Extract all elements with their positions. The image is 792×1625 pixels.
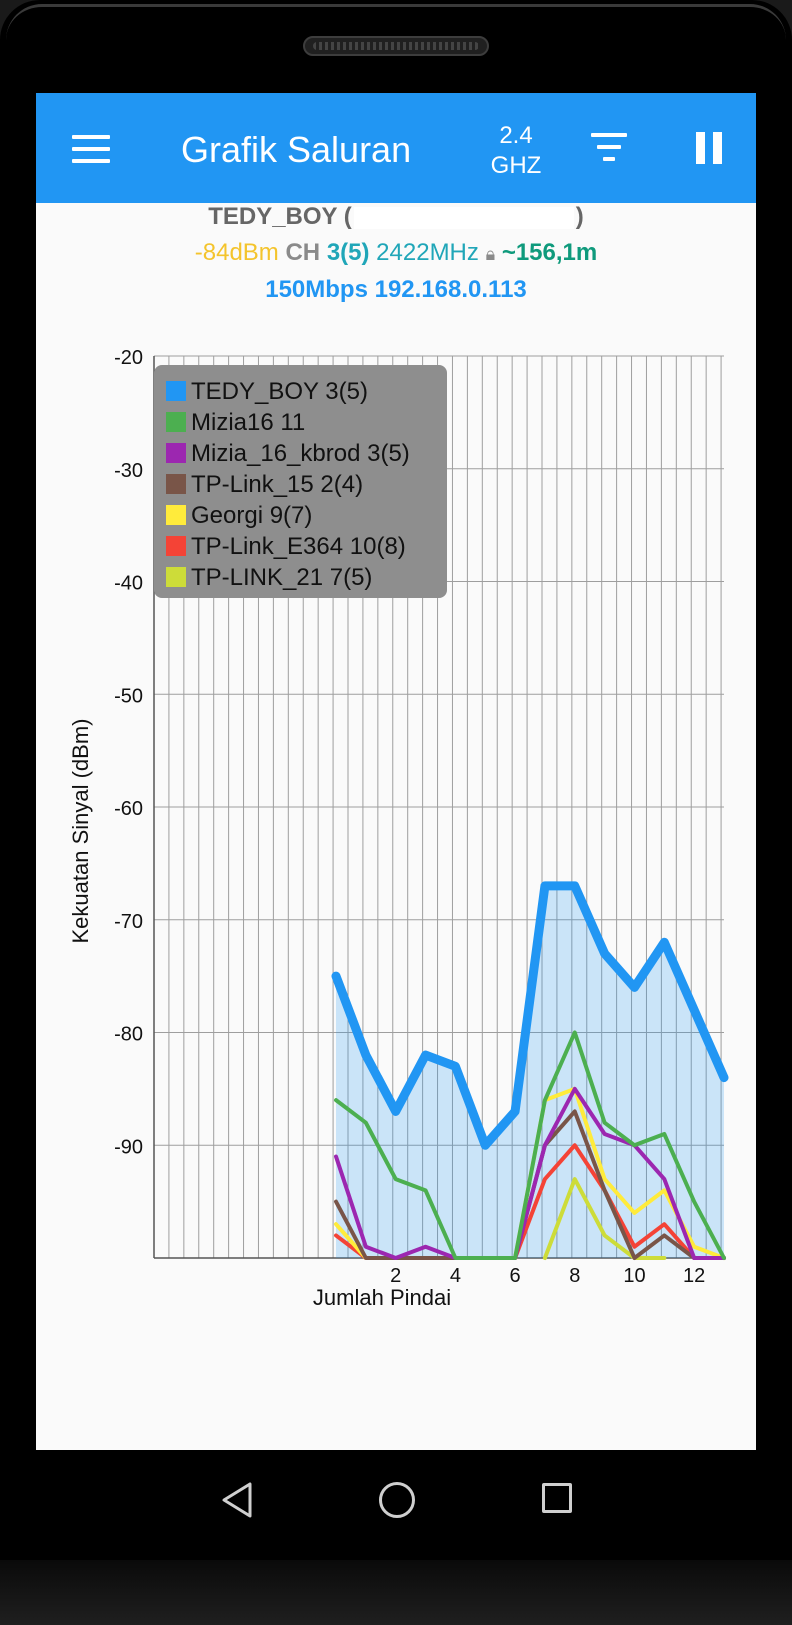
distance-value: ~156,1m bbox=[501, 239, 598, 266]
legend-label: TEDY_BOY 3(5) bbox=[191, 378, 368, 405]
pause-icon[interactable] bbox=[696, 132, 726, 164]
speed-line: 150Mbps 192.168.0.113 bbox=[36, 276, 756, 304]
channel-label: CH bbox=[285, 239, 321, 266]
x-tick-label: 6 bbox=[510, 1265, 521, 1287]
y-tick-label: -90 bbox=[114, 1136, 143, 1158]
bottom-bezel bbox=[0, 1560, 792, 1625]
x-tick-label: 2 bbox=[390, 1265, 401, 1287]
back-triangle-icon[interactable] bbox=[218, 1480, 258, 1520]
earpiece-speaker bbox=[303, 36, 489, 56]
legend-label: TP-Link_E364 10(8) bbox=[191, 533, 406, 560]
legend-swatch bbox=[166, 412, 186, 432]
legend-swatch bbox=[166, 567, 186, 587]
home-circle-icon[interactable] bbox=[379, 1482, 415, 1518]
y-tick-label: -40 bbox=[114, 573, 143, 595]
ssid-paren-open: ( bbox=[343, 203, 352, 230]
link-speed: 150Mbps bbox=[265, 276, 368, 303]
legend-label: Georgi 9(7) bbox=[191, 502, 313, 529]
redacted-bssid bbox=[353, 206, 574, 229]
system-nav-bar bbox=[0, 1450, 792, 1560]
x-axis-title: Jumlah Pindai bbox=[313, 1285, 451, 1310]
signal-strength: -84dBm bbox=[194, 239, 279, 266]
channel-value: 3(5) bbox=[326, 239, 370, 266]
legend-swatch bbox=[166, 536, 186, 556]
signal-line: -84dBm CH 3(5) 2422MHz 🔒︎ ~156,1m bbox=[36, 239, 756, 267]
y-tick-label: -70 bbox=[114, 911, 143, 933]
x-tick-label: 10 bbox=[623, 1265, 645, 1287]
legend-label: Mizia_16_kbrod 3(5) bbox=[191, 440, 410, 467]
series-line-6 bbox=[542, 1177, 667, 1260]
top-bezel bbox=[6, 4, 786, 67]
legend-swatch bbox=[166, 381, 186, 401]
series-line-2 bbox=[334, 1086, 726, 1260]
x-tick-label: 8 bbox=[569, 1265, 580, 1287]
chart-legend: TEDY_BOY 3(5) Mizia16 11 Mizia_16_kbrod 3(… bbox=[154, 365, 447, 598]
legend-swatch bbox=[166, 505, 186, 525]
page-title: Grafik Saluran bbox=[181, 129, 412, 170]
recent-apps-square-icon[interactable] bbox=[542, 1483, 572, 1513]
ssid-line: TEDY_BOY () bbox=[36, 203, 756, 231]
x-tick-label: 4 bbox=[450, 1265, 461, 1287]
app-bar: Grafik Saluran 2.4 GHZ bbox=[36, 93, 756, 203]
legend-label: TP-LINK_21 7(5) bbox=[191, 564, 373, 591]
legend-label: TP-Link_15 2(4) bbox=[191, 471, 364, 498]
band-selector-button[interactable]: 2.4 GHZ bbox=[476, 121, 556, 181]
y-tick-label: -20 bbox=[114, 347, 143, 369]
series-line-0 bbox=[331, 881, 729, 1150]
legend-swatch bbox=[166, 474, 186, 494]
channel-graph-chart: -20 -30 -40 -50 -60 -70 -80 -90 2 4 6 8 10 12 Jumlah P… bbox=[68, 347, 729, 1310]
lock-icon: 🔒︎ bbox=[485, 244, 496, 264]
y-tick-label: -50 bbox=[114, 685, 143, 707]
ssid-paren-close: ) bbox=[575, 203, 584, 230]
app-screen: Grafik Saluran 2.4 GHZ TEDY_BOY () -84dB… bbox=[36, 93, 756, 1450]
ssid-name: TEDY_BOY bbox=[208, 203, 338, 230]
y-tick-label: -60 bbox=[114, 798, 143, 820]
filter-icon[interactable] bbox=[591, 133, 631, 165]
series-area-tedy-boy bbox=[336, 885, 724, 1258]
y-tick-label: -80 bbox=[114, 1024, 143, 1046]
x-tick-label: 12 bbox=[683, 1265, 705, 1287]
band-unit: GHZ bbox=[490, 152, 542, 179]
frequency-value: 2422MHz bbox=[376, 239, 479, 266]
hamburger-menu-icon[interactable] bbox=[72, 135, 112, 163]
ip-address: 192.168.0.113 bbox=[374, 276, 527, 303]
series-line-1 bbox=[334, 1030, 726, 1260]
y-tick-label: -30 bbox=[114, 460, 143, 482]
y-axis-title: Kekuatan Sinyal (dBm) bbox=[68, 719, 93, 944]
legend-swatch bbox=[166, 443, 186, 463]
band-value: 2.4 bbox=[499, 122, 533, 149]
legend-label: Mizia16 11 bbox=[191, 409, 306, 436]
